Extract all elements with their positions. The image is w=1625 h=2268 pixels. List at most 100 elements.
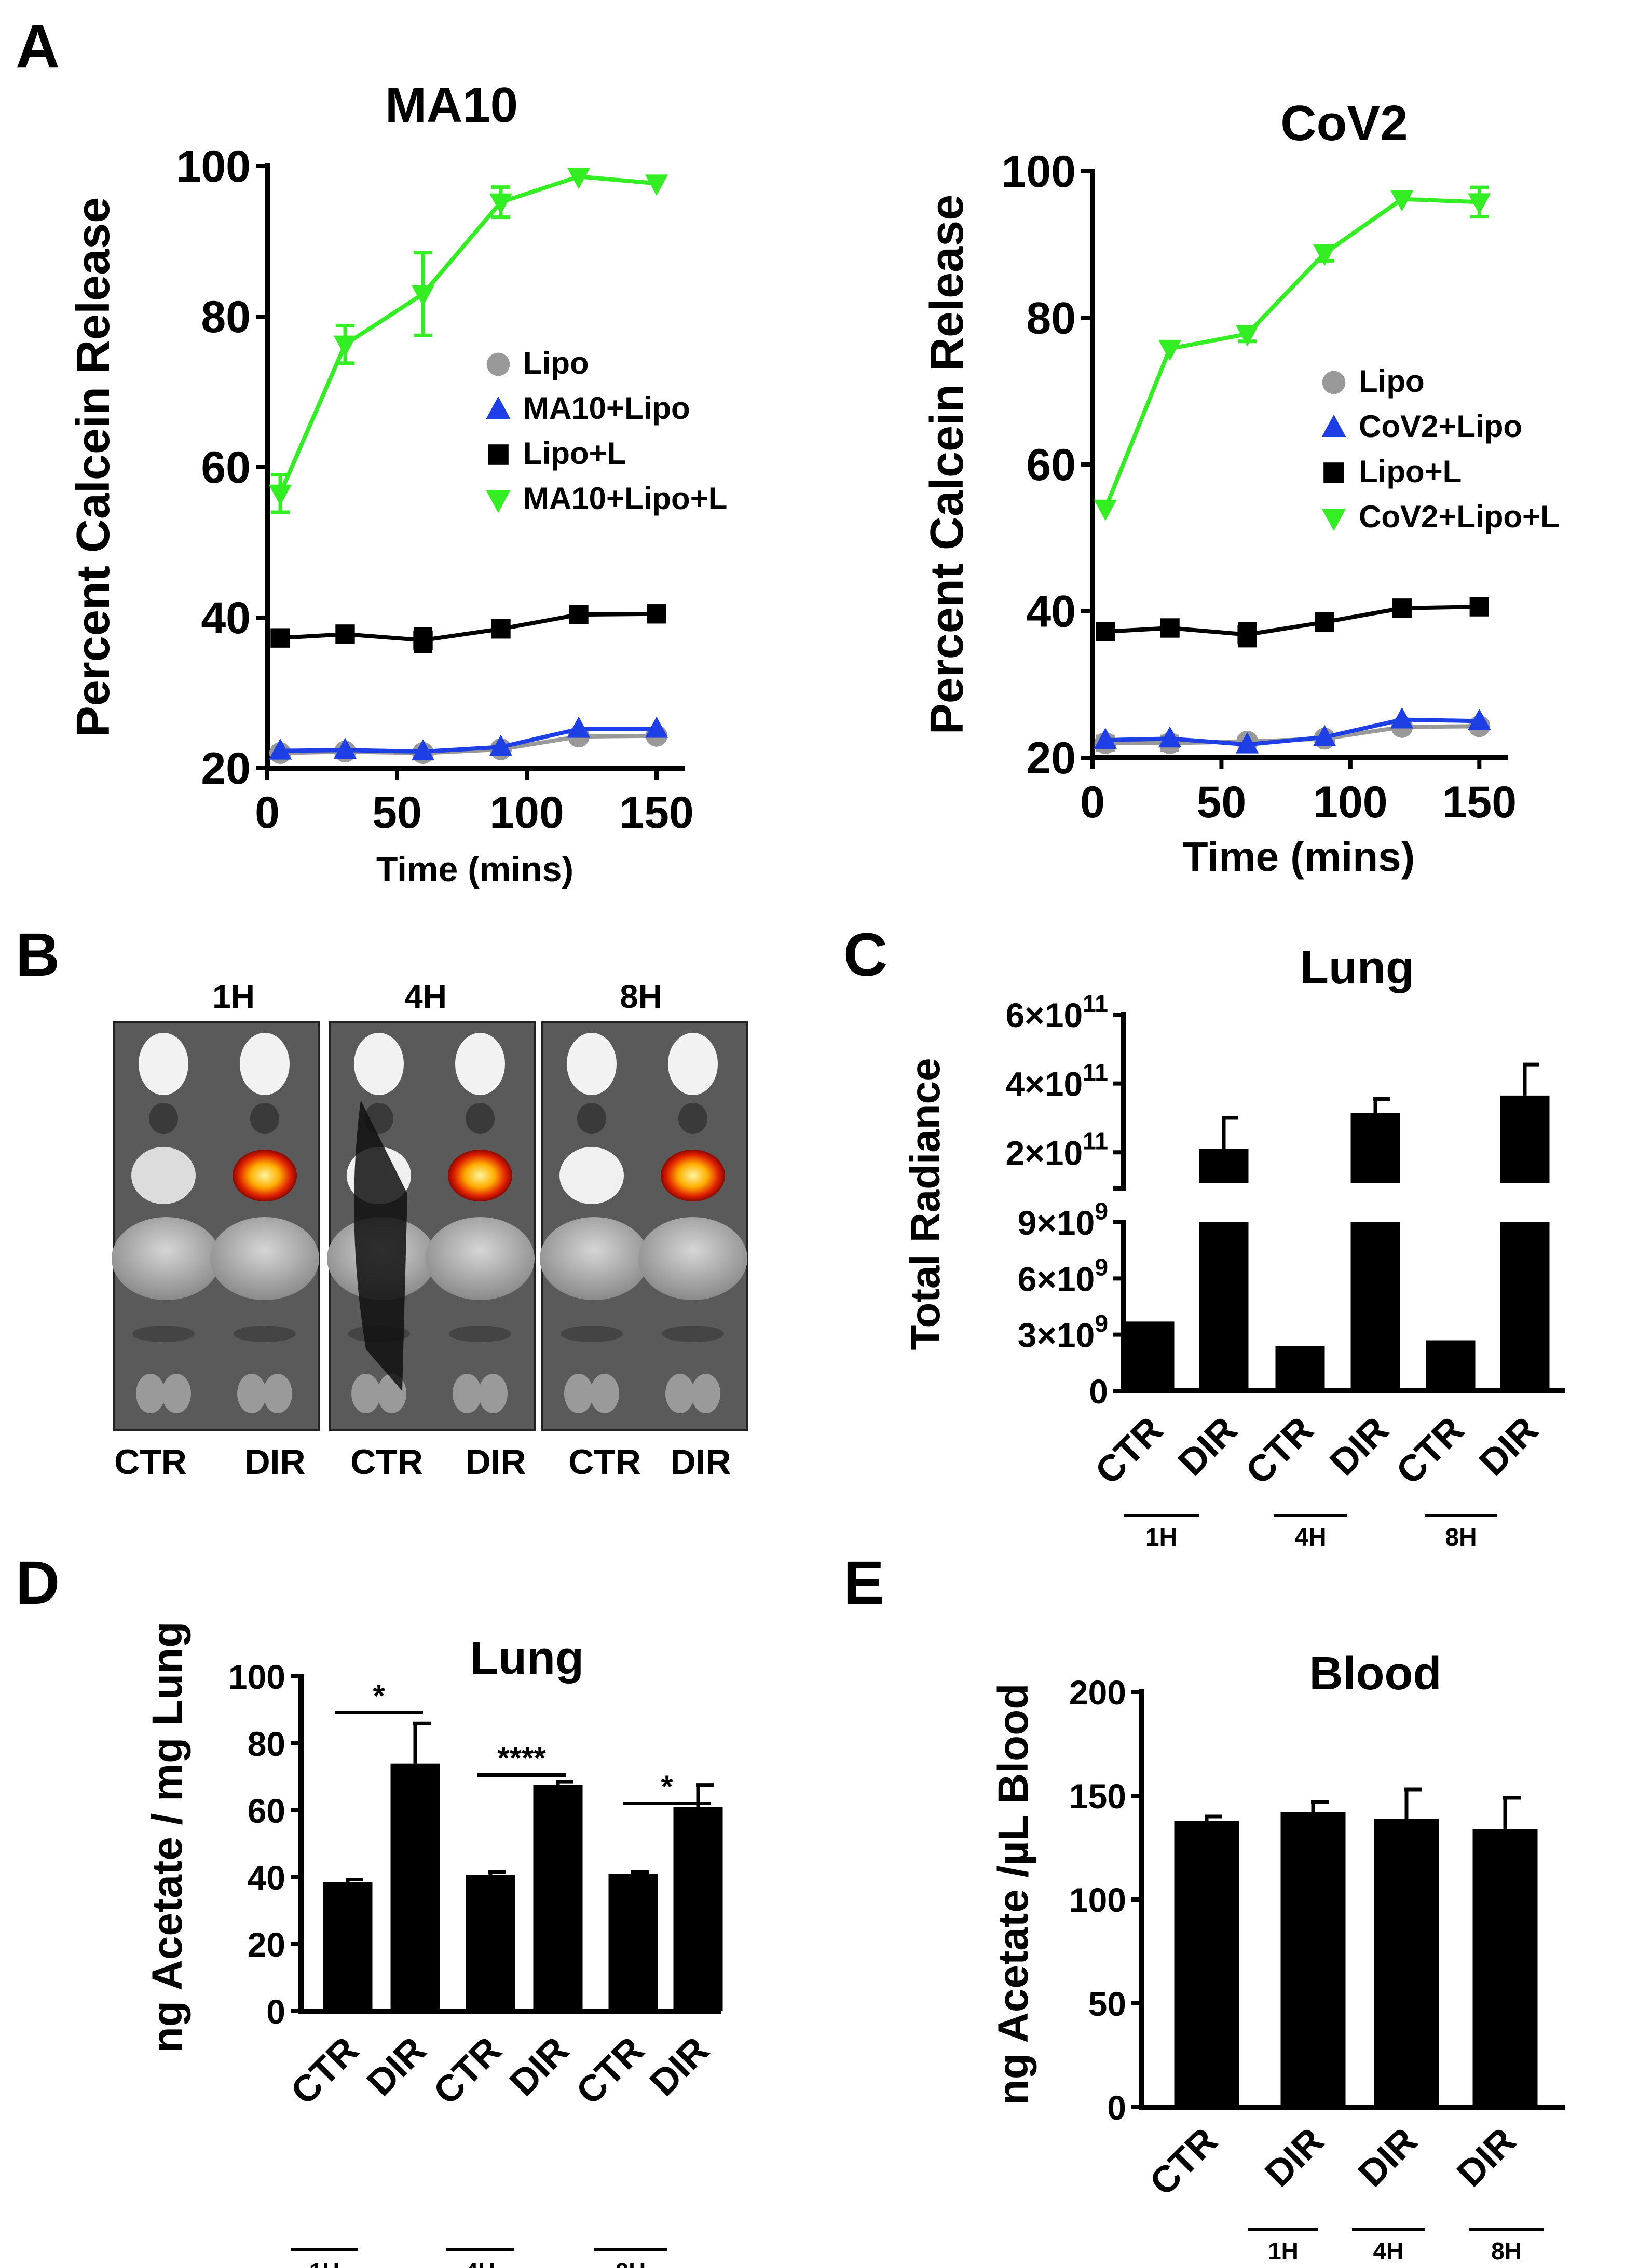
y-axis-label: Percent Calcein Release bbox=[921, 195, 973, 735]
error-bar bbox=[556, 1780, 573, 1785]
x-tick-label: 150 bbox=[619, 788, 694, 838]
kidney bbox=[237, 1374, 266, 1413]
error-bar bbox=[1311, 1800, 1329, 1812]
y-axis-label: ng Acetate / mg Lung bbox=[144, 1622, 191, 2053]
error-bar bbox=[1205, 1814, 1222, 1821]
y-tick-label: 60 bbox=[201, 443, 251, 493]
col-label-ctr-8h: CTR bbox=[568, 1442, 641, 1482]
data-point bbox=[411, 285, 435, 307]
chart-title: Blood bbox=[1309, 1648, 1442, 1700]
series-line bbox=[1105, 605, 1480, 637]
heart bbox=[466, 1103, 495, 1134]
bar bbox=[1275, 1346, 1325, 1391]
col-label-ctr-1h: CTR bbox=[114, 1442, 187, 1482]
bar bbox=[323, 1882, 373, 2011]
chart-title: CoV2 bbox=[1280, 95, 1408, 151]
kidney bbox=[479, 1374, 508, 1413]
y-tick-label: 80 bbox=[1026, 294, 1076, 344]
series-1: CoV2+Lipo bbox=[1094, 409, 1522, 754]
error-bar bbox=[1404, 1787, 1422, 1819]
data-point bbox=[1315, 612, 1334, 632]
kidney bbox=[351, 1374, 380, 1413]
data-point bbox=[645, 174, 668, 196]
y-tick-label: 0 bbox=[1089, 1372, 1108, 1411]
error-bar bbox=[1373, 1097, 1390, 1113]
x-tick-label: DIR bbox=[359, 2029, 434, 2104]
data-point bbox=[489, 193, 513, 215]
lung bbox=[131, 1147, 196, 1204]
heart bbox=[577, 1103, 606, 1134]
y-tick-label: 4×1011 bbox=[1006, 1059, 1109, 1103]
bar bbox=[1350, 1113, 1400, 1183]
ivis-image-2 bbox=[540, 1021, 748, 1431]
x-tick-label: DIR bbox=[642, 2029, 717, 2104]
x-tick-label: 150 bbox=[1442, 777, 1517, 827]
y-tick-label: 20 bbox=[201, 744, 251, 794]
col-label-dir-1h: DIR bbox=[244, 1442, 305, 1482]
lung bbox=[559, 1147, 624, 1204]
time-label-8h: 8H bbox=[620, 978, 662, 1015]
x-tick-label: 0 bbox=[1080, 777, 1105, 827]
y-tick-label: 20 bbox=[1026, 733, 1076, 783]
x-axis-label: Time (mins) bbox=[1183, 834, 1415, 880]
significance-label: * bbox=[661, 1769, 673, 1804]
data-point bbox=[1160, 618, 1180, 638]
spleen bbox=[561, 1326, 623, 1342]
legend-label: Lipo bbox=[1359, 364, 1425, 399]
bar bbox=[608, 1874, 658, 2011]
x-tick-label: CTR bbox=[1142, 2120, 1225, 2204]
series-1: MA10+Lipo bbox=[268, 391, 690, 761]
chart-title: MA10 bbox=[385, 77, 518, 133]
y-tick-label: 6×1011 bbox=[1006, 990, 1109, 1034]
group-label: 1H bbox=[1268, 2237, 1299, 2264]
data-point bbox=[1390, 190, 1414, 212]
ivis-image-0 bbox=[112, 1021, 320, 1431]
group-label: 8H bbox=[616, 2258, 646, 2268]
group-label: 4H bbox=[1294, 1524, 1326, 1551]
y-axis-label: Total Radiance bbox=[902, 1058, 948, 1350]
data-point bbox=[645, 716, 668, 738]
legend-label: CoV2+Lipo bbox=[1359, 409, 1522, 444]
x-tick-label: DIR bbox=[1471, 1409, 1546, 1484]
legend-marker bbox=[488, 444, 509, 465]
bar-lower-part bbox=[1500, 1222, 1550, 1391]
legend-label: Lipo+L bbox=[523, 436, 626, 471]
legend-label: CoV2+Lipo+L bbox=[1359, 499, 1560, 534]
data-point bbox=[268, 484, 292, 506]
series-3: MA10+Lipo+L bbox=[268, 168, 727, 516]
group-label: 8H bbox=[1491, 2237, 1522, 2264]
bar bbox=[1500, 1095, 1550, 1183]
bar-lower-part bbox=[1350, 1222, 1400, 1391]
lung-signal bbox=[448, 1150, 512, 1201]
bar bbox=[1174, 1821, 1239, 2107]
data-point bbox=[567, 716, 591, 738]
brain bbox=[354, 1033, 404, 1095]
kidney bbox=[691, 1374, 720, 1413]
chart-a-cov2: CoV2 20 40 60 80 100 0 50 100 150 Time (mins) Perce… bbox=[921, 95, 1560, 880]
legend-marker bbox=[486, 490, 511, 513]
group-label: 1H bbox=[309, 2258, 340, 2268]
data-point bbox=[335, 624, 355, 644]
x-tick-label: CTR bbox=[568, 2029, 652, 2113]
series-line bbox=[280, 727, 657, 754]
y-tick-label: 6×109 bbox=[1018, 1254, 1108, 1299]
group-label: 1H bbox=[1145, 1524, 1177, 1551]
series-line bbox=[278, 174, 657, 495]
heart bbox=[149, 1103, 178, 1134]
y-axis-label: ng Acetate /µL Blood bbox=[990, 1684, 1037, 2106]
liver bbox=[638, 1217, 747, 1300]
x-tick-label: CTR bbox=[1388, 1409, 1472, 1493]
series-2: Lipo+L bbox=[1096, 454, 1490, 648]
time-label-1h: 1H bbox=[212, 978, 255, 1015]
panel-letter-c: C bbox=[843, 921, 887, 989]
data-point bbox=[1237, 625, 1257, 645]
error-bar bbox=[631, 1870, 649, 1874]
series-line bbox=[1103, 197, 1480, 510]
x-tick-label: DIR bbox=[1350, 2120, 1425, 2195]
data-point bbox=[1236, 732, 1259, 754]
brain bbox=[567, 1033, 617, 1095]
series-line bbox=[280, 611, 657, 643]
group-label: 4H bbox=[465, 2258, 496, 2268]
spleen bbox=[132, 1326, 195, 1342]
bar bbox=[466, 1875, 515, 2011]
